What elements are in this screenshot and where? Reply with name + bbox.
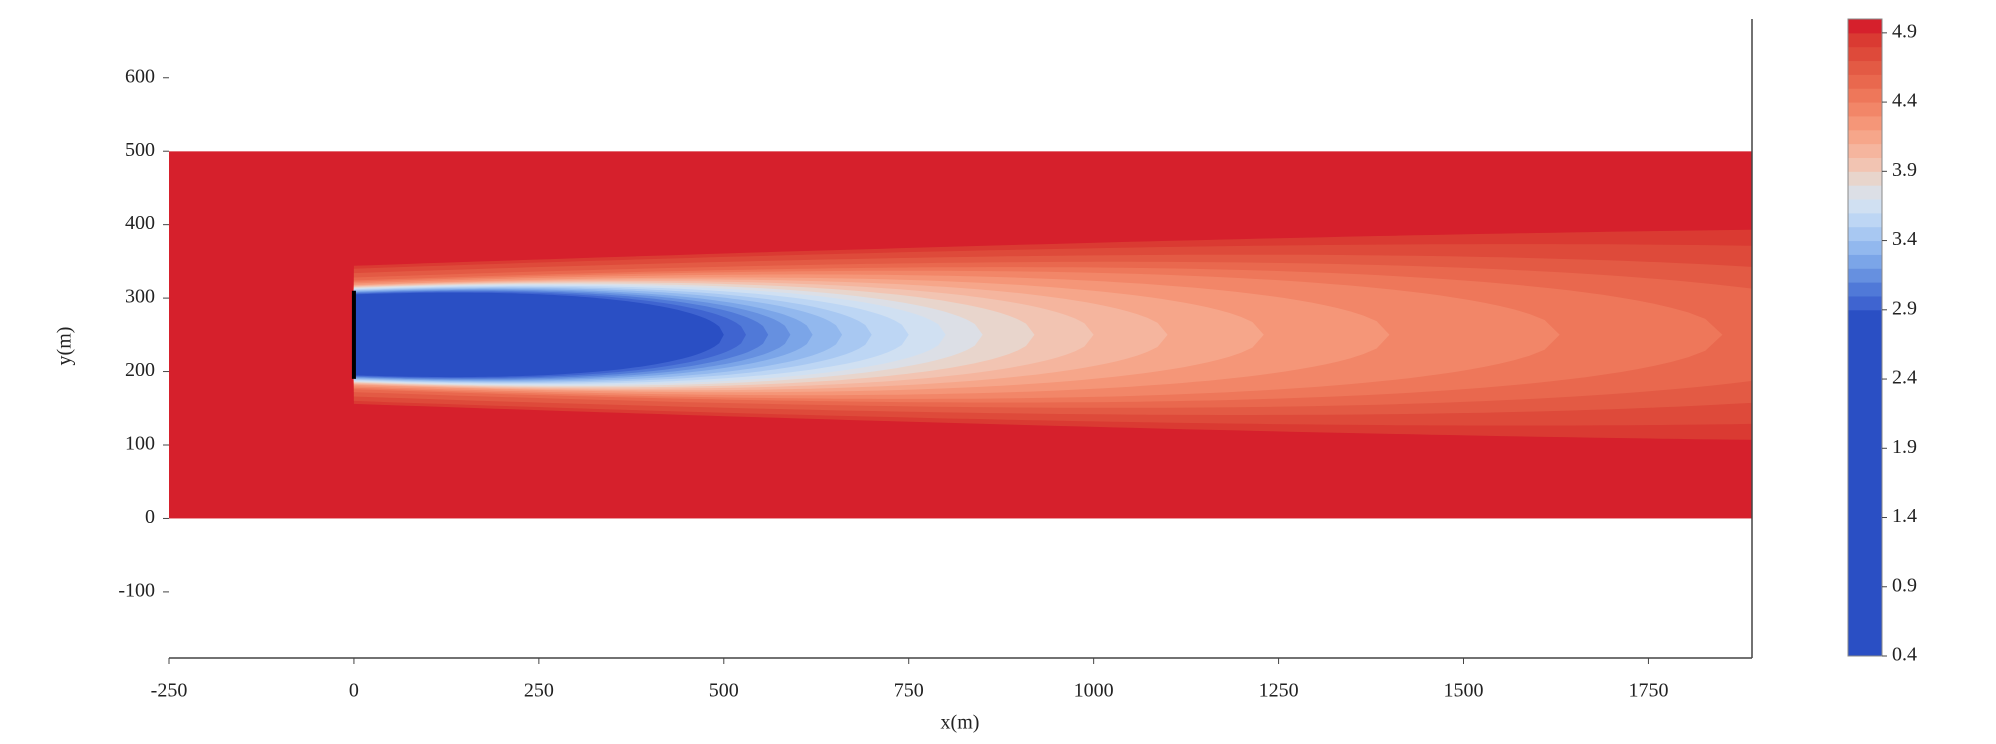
colorbar-band <box>1848 88 1882 103</box>
x-axis-label: x(m) <box>941 712 980 734</box>
colorbar-band <box>1848 199 1882 214</box>
colorbar-frame <box>1847 18 1883 657</box>
y-tick-label: 200 <box>125 359 155 381</box>
x-tick-label: -250 <box>151 680 188 702</box>
colorbar-tick-label: 1.9 <box>1892 436 1917 458</box>
x-tick-label: 1500 <box>1444 680 1484 702</box>
y-tick-label: 400 <box>125 212 155 234</box>
y-axis-label: y(m) <box>54 327 76 366</box>
x-tick-label: 750 <box>894 680 924 702</box>
y-tick-label: 0 <box>145 506 155 528</box>
colorbar-band <box>1848 102 1882 117</box>
colorbar-band <box>1848 309 1882 657</box>
colorbar-band <box>1848 254 1882 269</box>
x-tick-label: 1250 <box>1259 680 1299 702</box>
colorbar-tick-label: 3.9 <box>1892 159 1917 181</box>
y-tick-label: 600 <box>125 65 155 87</box>
colorbar-band <box>1848 185 1882 200</box>
colorbar-band <box>1848 282 1882 297</box>
colorbar-tick-label: 4.4 <box>1892 90 1917 112</box>
colorbar-band <box>1848 32 1882 48</box>
colorbar-band <box>1848 295 1882 311</box>
colorbar-band <box>1848 268 1882 283</box>
colorbar-tick-label: 1.4 <box>1892 505 1917 527</box>
y-tick-label: -100 <box>118 579 155 601</box>
contour-field <box>169 151 1752 519</box>
colorbar-band <box>1848 74 1882 89</box>
colorbar-band <box>1848 240 1882 255</box>
colorbar-tick-label: 4.9 <box>1892 20 1917 42</box>
colorbar-band <box>1848 19 1882 34</box>
x-tick-label: 1750 <box>1628 680 1668 702</box>
colorbar-tick-label: 0.9 <box>1892 574 1917 596</box>
colorbar-band <box>1848 143 1882 158</box>
x-tick-label: 1000 <box>1074 680 1114 702</box>
colorbar-band <box>1848 115 1882 131</box>
colorbar-tick-label: 3.4 <box>1892 228 1917 250</box>
colorbar-tick-label: 2.4 <box>1892 367 1917 389</box>
y-tick-label: 100 <box>125 433 155 455</box>
y-tick-label: 500 <box>125 139 155 161</box>
colorbar-tick-label: 2.9 <box>1892 297 1917 319</box>
colorbar-band <box>1848 46 1882 62</box>
colorbar-band <box>1848 157 1882 172</box>
colorbar-band <box>1848 212 1882 228</box>
contour-region <box>353 292 724 378</box>
colorbar-band <box>1848 129 1882 145</box>
x-tick-label: 0 <box>349 680 359 702</box>
y-tick-label: 300 <box>125 286 155 308</box>
colorbar-tick-label: 0.4 <box>1892 644 1917 666</box>
x-tick-label: 500 <box>709 680 739 702</box>
colorbar-band <box>1848 60 1882 75</box>
colorbar-band <box>1848 171 1882 186</box>
colorbar-band <box>1848 226 1882 242</box>
x-tick-label: 250 <box>524 680 554 702</box>
